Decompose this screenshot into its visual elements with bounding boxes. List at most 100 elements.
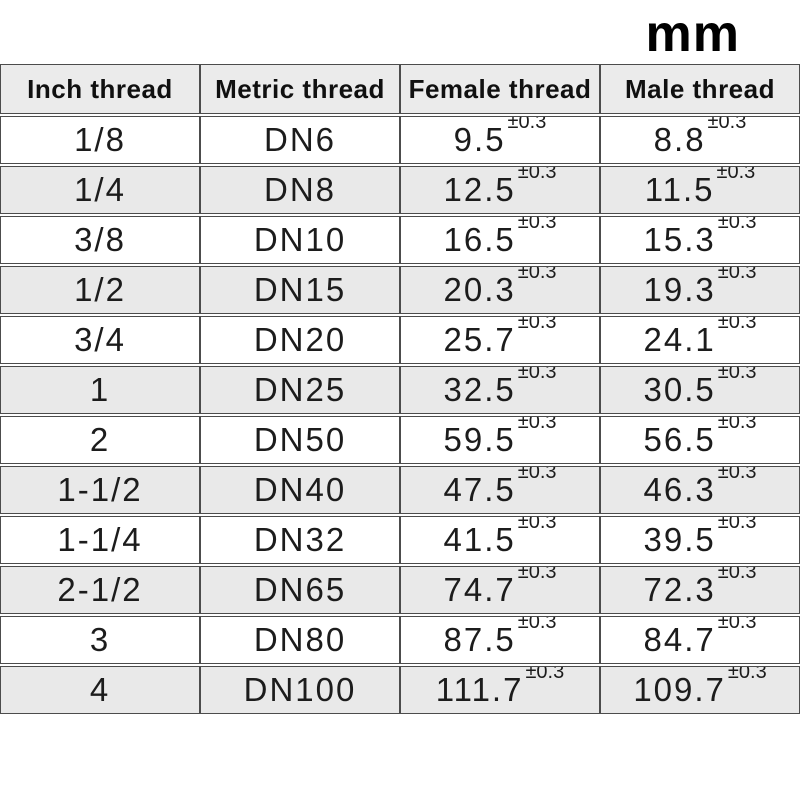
cell-value: DN50 [253, 421, 347, 458]
tolerance-superscript: ±0.3 [525, 666, 565, 683]
inch-thread-cell: 3 [0, 616, 200, 664]
cell-value: 109.7 [633, 671, 726, 708]
female-thread-cell: 47.5 ±0.3 [400, 466, 600, 514]
thread-size-table: Inch thread Metric thread Female thread … [0, 62, 800, 716]
tolerance-superscript: ±0.3 [717, 566, 757, 583]
inch-thread-cell: 1-1/2 [0, 466, 200, 514]
inch-thread-cell: 1/2 [0, 266, 200, 314]
cell-value: 32.5 [443, 371, 516, 408]
tolerance-superscript: ±0.3 [507, 116, 547, 133]
cell-value: 1-1/2 [57, 471, 143, 508]
female-thread-cell: 25.7 ±0.3 [400, 316, 600, 364]
metric-thread-cell: DN6 [200, 116, 400, 164]
cell-value: 3/4 [74, 321, 126, 358]
female-thread-cell: 111.7 ±0.3 [400, 666, 600, 714]
cell-value: 3/8 [74, 221, 126, 258]
metric-thread-cell: DN50 [200, 416, 400, 464]
table-row: 2 DN50 59.5 ±0.3 56.5 ±0.3 [0, 416, 800, 464]
metric-thread-cell: DN80 [200, 616, 400, 664]
male-thread-cell: 56.5 ±0.3 [600, 416, 800, 464]
cell-value: 2 [89, 421, 111, 458]
cell-value: 46.3 [643, 471, 716, 508]
metric-thread-cell: DN25 [200, 366, 400, 414]
cell-value: 16.5 [443, 221, 516, 258]
tolerance-superscript: ±0.3 [717, 516, 757, 533]
metric-thread-cell: DN15 [200, 266, 400, 314]
cell-value: 74.7 [443, 571, 516, 608]
cell-value: 59.5 [443, 421, 516, 458]
table-header-row: Inch thread Metric thread Female thread … [0, 64, 800, 114]
metric-thread-cell: DN8 [200, 166, 400, 214]
tolerance-superscript: ±0.3 [517, 166, 557, 183]
cell-value: 4 [89, 671, 111, 708]
inch-thread-cell: 3/8 [0, 216, 200, 264]
cell-value: 19.3 [643, 271, 716, 308]
cell-value: 47.5 [443, 471, 516, 508]
female-thread-cell: 74.7 ±0.3 [400, 566, 600, 614]
tolerance-superscript: ±0.3 [717, 316, 757, 333]
male-thread-cell: 109.7 ±0.3 [600, 666, 800, 714]
cell-value: 30.5 [643, 371, 716, 408]
tolerance-superscript: ±0.3 [717, 416, 757, 433]
cell-value: DN25 [253, 371, 347, 408]
table-row: 1/8 DN6 9.5 ±0.3 8.8 ±0.3 [0, 116, 800, 164]
female-thread-cell: 9.5 ±0.3 [400, 116, 600, 164]
male-thread-cell: 84.7 ±0.3 [600, 616, 800, 664]
table-row: 1/2 DN15 20.3 ±0.3 19.3 ±0.3 [0, 266, 800, 314]
tolerance-superscript: ±0.3 [517, 466, 557, 483]
inch-thread-cell: 4 [0, 666, 200, 714]
cell-value: 84.7 [643, 621, 716, 658]
cell-value: DN40 [253, 471, 347, 508]
table-header: Inch thread Metric thread Female thread … [0, 64, 800, 114]
male-thread-cell: 30.5 ±0.3 [600, 366, 800, 414]
female-thread-cell: 12.5 ±0.3 [400, 166, 600, 214]
tolerance-superscript: ±0.3 [517, 516, 557, 533]
female-thread-cell: 16.5 ±0.3 [400, 216, 600, 264]
cell-value: 11.5 [644, 171, 715, 208]
cell-value: 1/4 [74, 171, 126, 208]
inch-thread-cell: 1 [0, 366, 200, 414]
cell-value: 111.7 [435, 671, 524, 708]
tolerance-superscript: ±0.3 [517, 266, 557, 283]
metric-thread-cell: DN40 [200, 466, 400, 514]
cell-value: 24.1 [643, 321, 716, 358]
tolerance-superscript: ±0.3 [717, 616, 757, 633]
tolerance-superscript: ±0.3 [517, 316, 557, 333]
tolerance-superscript: ±0.3 [517, 216, 557, 233]
inch-thread-cell: 1/8 [0, 116, 200, 164]
cell-value: DN10 [253, 221, 347, 258]
table-row: 2-1/2 DN65 74.7 ±0.3 72.3 ±0.3 [0, 566, 800, 614]
cell-value: 25.7 [443, 321, 516, 358]
cell-value: DN15 [253, 271, 347, 308]
cell-value: 9.5 [453, 121, 506, 158]
cell-value: 41.5 [443, 521, 516, 558]
inch-thread-cell: 2 [0, 416, 200, 464]
tolerance-superscript: ±0.3 [517, 416, 557, 433]
metric-thread-cell: DN20 [200, 316, 400, 364]
table-row: 1/4 DN8 12.5 ±0.3 11.5 ±0.3 [0, 166, 800, 214]
male-thread-cell: 24.1 ±0.3 [600, 316, 800, 364]
metric-thread-cell: DN100 [200, 666, 400, 714]
table-row: 3 DN80 87.5 ±0.3 84.7 ±0.3 [0, 616, 800, 664]
tolerance-superscript: ±0.3 [716, 166, 756, 183]
tolerance-superscript: ±0.3 [717, 266, 757, 283]
female-thread-cell: 32.5 ±0.3 [400, 366, 600, 414]
inch-thread-cell: 1-1/4 [0, 516, 200, 564]
inch-thread-cell: 3/4 [0, 316, 200, 364]
inch-thread-cell: 1/4 [0, 166, 200, 214]
female-thread-cell: 41.5 ±0.3 [400, 516, 600, 564]
male-thread-cell: 15.3 ±0.3 [600, 216, 800, 264]
male-thread-cell: 72.3 ±0.3 [600, 566, 800, 614]
cell-value: DN6 [263, 121, 337, 158]
tolerance-superscript: ±0.3 [707, 116, 747, 133]
cell-value: 1 [89, 371, 111, 408]
tolerance-superscript: ±0.3 [727, 666, 767, 683]
tolerance-superscript: ±0.3 [517, 366, 557, 383]
cell-value: 15.3 [643, 221, 716, 258]
table-row: 4 DN100 111.7 ±0.3 109.7 ±0.3 [0, 666, 800, 714]
metric-thread-cell: DN10 [200, 216, 400, 264]
cell-value: 87.5 [443, 621, 516, 658]
cell-value: 1/2 [74, 271, 126, 308]
cell-value: 1-1/4 [57, 521, 143, 558]
metric-thread-cell: DN32 [200, 516, 400, 564]
